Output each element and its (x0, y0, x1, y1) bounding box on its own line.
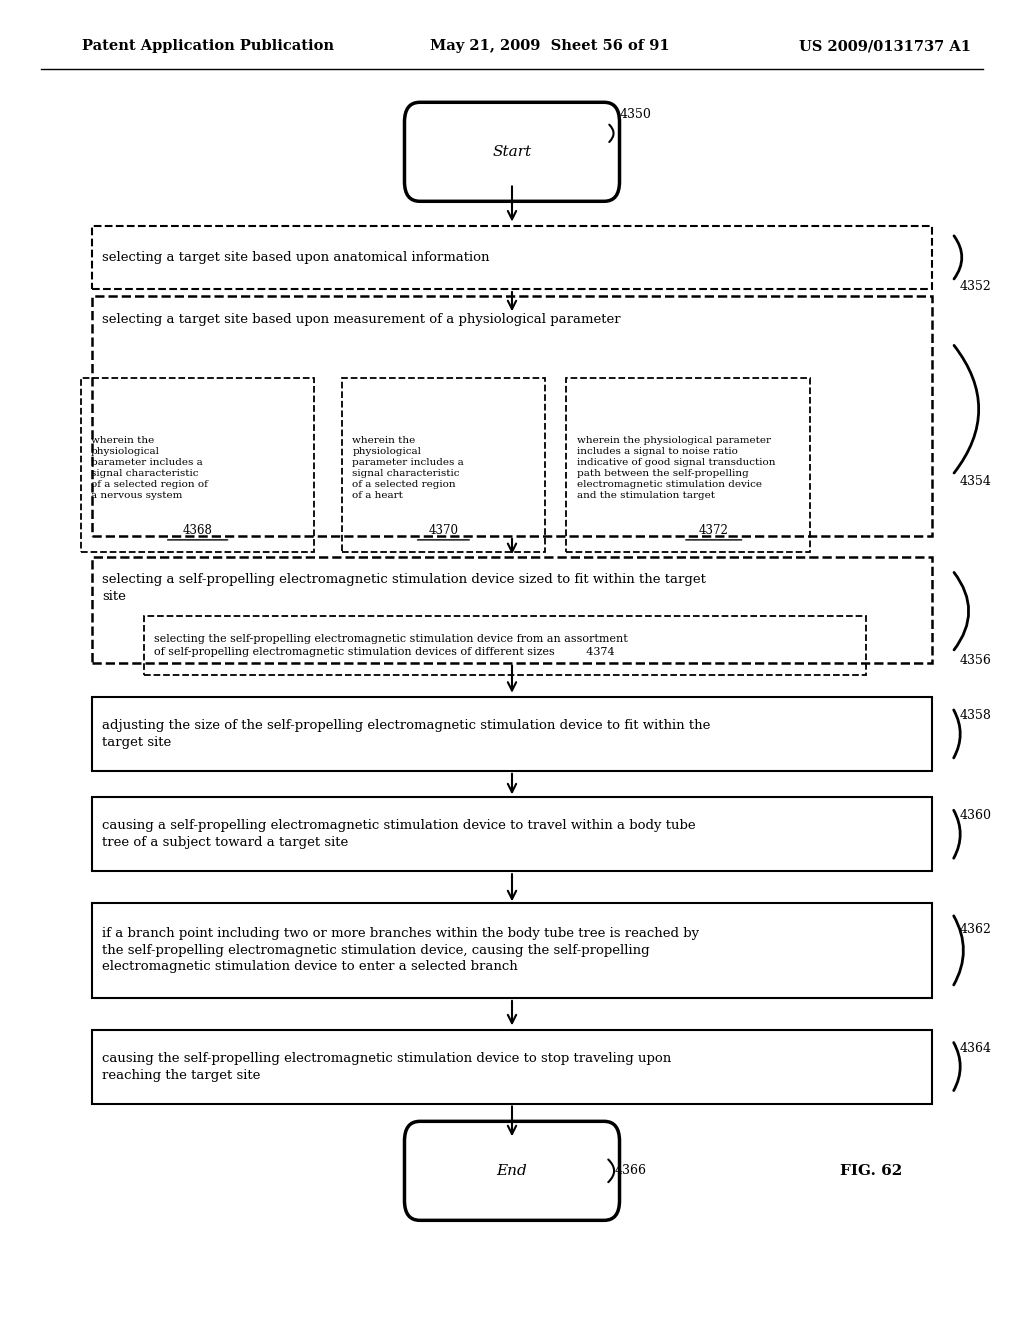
Bar (92, 296, 932, 536)
Text: selecting a target site based upon anatomical information: selecting a target site based upon anato… (102, 251, 489, 264)
Bar (143, 616, 865, 675)
Text: 4358: 4358 (959, 709, 991, 722)
Text: Start: Start (493, 145, 531, 158)
Text: May 21, 2009  Sheet 56 of 91: May 21, 2009 Sheet 56 of 91 (430, 40, 670, 53)
Text: US 2009/0131737 A1: US 2009/0131737 A1 (799, 40, 971, 53)
Text: selecting the self-propelling electromagnetic stimulation device from an assortm: selecting the self-propelling electromag… (155, 635, 628, 656)
Bar (92, 226, 932, 289)
Text: 4350: 4350 (620, 108, 651, 121)
Text: causing the self-propelling electromagnetic stimulation device to stop traveling: causing the self-propelling electromagne… (102, 1052, 672, 1081)
Text: 4360: 4360 (959, 809, 991, 822)
Bar (92, 697, 932, 771)
Text: 4354: 4354 (959, 475, 991, 488)
Bar (81, 378, 314, 552)
Bar (566, 378, 810, 552)
Text: Patent Application Publication: Patent Application Publication (82, 40, 334, 53)
Text: 4372: 4372 (698, 524, 729, 537)
Bar (92, 797, 932, 871)
Text: FIG. 62: FIG. 62 (840, 1164, 902, 1177)
Bar (92, 557, 932, 663)
Bar (342, 378, 545, 552)
Text: 4370: 4370 (428, 524, 459, 537)
Text: 4356: 4356 (959, 653, 991, 667)
Text: wherein the
physiological
parameter includes a
signal characteristic
of a select: wherein the physiological parameter incl… (91, 436, 208, 500)
Text: 4366: 4366 (614, 1164, 646, 1177)
Text: if a branch point including two or more branches within the body tube tree is re: if a branch point including two or more … (102, 928, 699, 973)
Bar (92, 903, 932, 998)
Text: 4368: 4368 (182, 524, 213, 537)
Text: wherein the
physiological
parameter includes a
signal characteristic
of a select: wherein the physiological parameter incl… (352, 436, 464, 500)
Text: 4352: 4352 (959, 280, 991, 293)
Text: 4362: 4362 (959, 923, 991, 936)
Text: selecting a target site based upon measurement of a physiological parameter: selecting a target site based upon measu… (102, 313, 621, 326)
Text: causing a self-propelling electromagnetic stimulation device to travel within a : causing a self-propelling electromagneti… (102, 820, 696, 849)
Text: End: End (497, 1164, 527, 1177)
Text: selecting a self-propelling electromagnetic stimulation device sized to fit with: selecting a self-propelling electromagne… (102, 573, 707, 603)
Text: 4364: 4364 (959, 1041, 991, 1055)
Text: wherein the physiological parameter
includes a signal to noise ratio
indicative : wherein the physiological parameter incl… (577, 436, 775, 500)
Bar (92, 1030, 932, 1104)
Text: adjusting the size of the self-propelling electromagnetic stimulation device to : adjusting the size of the self-propellin… (102, 719, 711, 748)
